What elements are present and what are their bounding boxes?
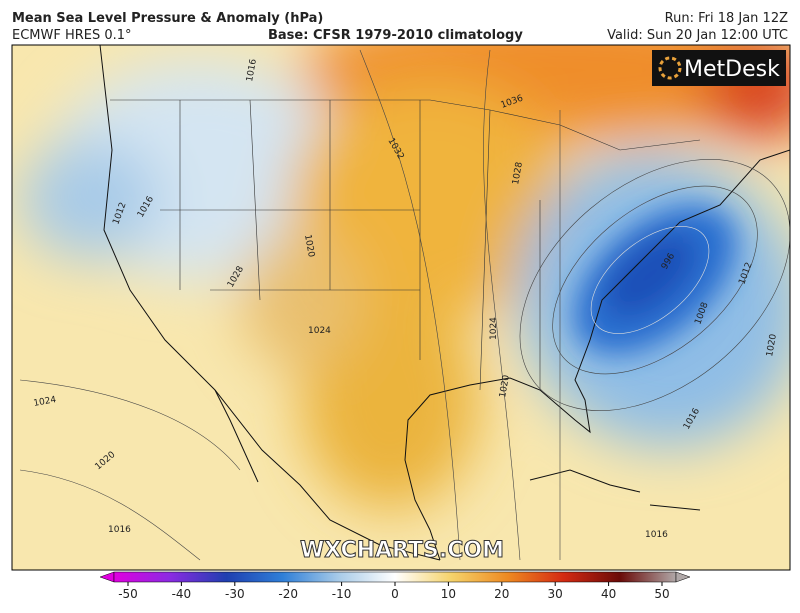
- logo: MetDesk: [652, 50, 786, 86]
- title: Mean Sea Level Pressure & Anomaly (hPa): [12, 11, 323, 26]
- map-frame: [11, 44, 791, 571]
- colorbar-tick-label: -30: [225, 587, 245, 601]
- colorbar-tick-label: -20: [278, 587, 298, 601]
- colorbar-tick-label: 40: [601, 587, 616, 601]
- isobars: [19, 49, 790, 561]
- isobar-label: 1024: [33, 395, 58, 409]
- isobar-label: 1016: [645, 530, 668, 540]
- isobar-label: 1016: [245, 58, 259, 83]
- colorbar-tick-label: -40: [172, 587, 192, 601]
- colorbar-tick-label: 20: [494, 587, 509, 601]
- coastlines: [99, 45, 790, 561]
- isobar-label: 1024: [308, 326, 331, 336]
- model: ECMWF HRES 0.1°: [12, 28, 132, 43]
- colorbar: -50 -40 -30 -20 -10 0 10 20 30 40 50: [99, 571, 691, 601]
- borders: [110, 99, 701, 391]
- colorbar-tick-label: -50: [118, 587, 138, 601]
- colorbar-tick-label: 50: [654, 587, 669, 601]
- map: 1016 1012 1016 1020 1028 1024 1032 1036 …: [12, 45, 790, 570]
- colorbar-tick-label: 0: [391, 587, 399, 601]
- isobar-label: 1020: [302, 234, 316, 259]
- header: Mean Sea Level Pressure & Anomaly (hPa) …: [12, 11, 788, 43]
- isobar-label: 1028: [511, 161, 525, 186]
- isobar-label: 1020: [765, 333, 779, 358]
- isobar-label: 1020: [498, 374, 512, 399]
- colorbar-tick-label: 30: [548, 587, 563, 601]
- watermark: WXCHARTS.COM: [300, 538, 504, 563]
- valid: Valid: Sun 20 Jan 12:00 UTC: [607, 28, 788, 43]
- colorbar-tick-label: -10: [332, 587, 352, 601]
- logo-text: MetDesk: [684, 57, 780, 82]
- base: Base: CFSR 1979-2010 climatology: [268, 28, 523, 43]
- run: Run: Fri 18 Jan 12Z: [665, 11, 788, 26]
- isobar-label: 1024: [489, 317, 499, 340]
- colorbar-tick-label: 10: [441, 587, 456, 601]
- isobar-label: 1016: [108, 525, 131, 535]
